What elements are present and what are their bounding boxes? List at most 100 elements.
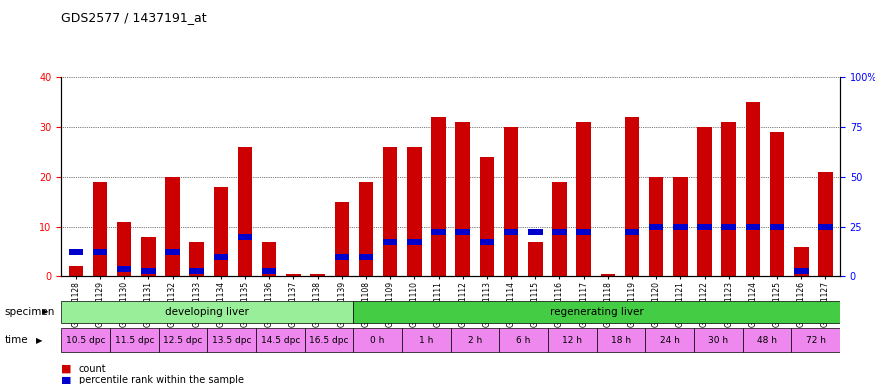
Bar: [577, 122, 591, 276]
Bar: [117, 266, 131, 272]
Bar: [722, 223, 736, 230]
Bar: [359, 253, 374, 260]
Bar: [334, 253, 349, 260]
Text: 14.5 dpc: 14.5 dpc: [261, 336, 300, 345]
Bar: [214, 253, 228, 260]
Bar: [697, 223, 712, 230]
Bar: [262, 242, 276, 276]
FancyBboxPatch shape: [402, 328, 451, 352]
Text: 6 h: 6 h: [516, 336, 531, 345]
FancyBboxPatch shape: [158, 328, 207, 352]
Bar: [93, 248, 108, 255]
Text: 2 h: 2 h: [468, 336, 482, 345]
Bar: [165, 248, 179, 255]
Bar: [286, 274, 301, 276]
Bar: [649, 177, 663, 276]
Text: percentile rank within the sample: percentile rank within the sample: [79, 375, 244, 384]
FancyBboxPatch shape: [207, 328, 256, 352]
Text: regenerating liver: regenerating liver: [550, 307, 643, 317]
Bar: [480, 157, 494, 276]
Bar: [334, 202, 349, 276]
Text: count: count: [79, 364, 107, 374]
Bar: [528, 228, 542, 235]
Bar: [722, 122, 736, 276]
Bar: [456, 228, 470, 235]
FancyBboxPatch shape: [791, 328, 840, 352]
Bar: [794, 247, 808, 276]
FancyBboxPatch shape: [451, 328, 500, 352]
Bar: [818, 223, 833, 230]
FancyBboxPatch shape: [646, 328, 694, 352]
Bar: [528, 242, 542, 276]
Bar: [625, 117, 640, 276]
Text: 24 h: 24 h: [660, 336, 680, 345]
Bar: [746, 223, 760, 230]
Text: ▶: ▶: [42, 308, 48, 316]
FancyBboxPatch shape: [256, 328, 304, 352]
Bar: [383, 147, 397, 276]
Bar: [407, 147, 422, 276]
Bar: [189, 242, 204, 276]
Text: 11.5 dpc: 11.5 dpc: [115, 336, 154, 345]
FancyBboxPatch shape: [500, 328, 548, 352]
FancyBboxPatch shape: [597, 328, 646, 352]
Bar: [504, 127, 518, 276]
Bar: [770, 223, 784, 230]
Text: GDS2577 / 1437191_at: GDS2577 / 1437191_at: [61, 12, 206, 25]
Bar: [117, 222, 131, 276]
Text: ■: ■: [61, 364, 72, 374]
FancyBboxPatch shape: [548, 328, 597, 352]
FancyBboxPatch shape: [694, 328, 743, 352]
Text: 16.5 dpc: 16.5 dpc: [309, 336, 349, 345]
Text: 18 h: 18 h: [611, 336, 631, 345]
Text: ▶: ▶: [36, 336, 42, 345]
Bar: [311, 274, 325, 276]
Bar: [746, 102, 760, 276]
Bar: [480, 238, 494, 245]
FancyBboxPatch shape: [354, 301, 840, 323]
Bar: [189, 268, 204, 275]
Text: 12 h: 12 h: [563, 336, 582, 345]
Bar: [238, 147, 252, 276]
Bar: [673, 177, 688, 276]
Bar: [431, 228, 445, 235]
Bar: [504, 228, 518, 235]
Bar: [262, 268, 276, 275]
Text: 0 h: 0 h: [370, 336, 385, 345]
Bar: [68, 266, 83, 276]
Bar: [649, 223, 663, 230]
Bar: [818, 172, 833, 276]
Bar: [456, 122, 470, 276]
Bar: [770, 132, 784, 276]
FancyBboxPatch shape: [61, 328, 110, 352]
Bar: [673, 223, 688, 230]
Text: 1 h: 1 h: [419, 336, 433, 345]
Bar: [359, 182, 374, 276]
Bar: [697, 127, 712, 276]
FancyBboxPatch shape: [304, 328, 354, 352]
Bar: [383, 238, 397, 245]
Bar: [600, 274, 615, 276]
Text: developing liver: developing liver: [165, 307, 249, 317]
Bar: [68, 248, 83, 255]
Bar: [214, 187, 228, 276]
FancyBboxPatch shape: [354, 328, 402, 352]
Bar: [238, 233, 252, 240]
Bar: [625, 228, 640, 235]
Bar: [552, 228, 567, 235]
Bar: [431, 117, 445, 276]
Text: ■: ■: [61, 375, 72, 384]
Text: 12.5 dpc: 12.5 dpc: [164, 336, 203, 345]
FancyBboxPatch shape: [110, 328, 158, 352]
FancyBboxPatch shape: [743, 328, 791, 352]
Text: 72 h: 72 h: [806, 336, 826, 345]
FancyBboxPatch shape: [61, 301, 354, 323]
Text: 48 h: 48 h: [757, 336, 777, 345]
Bar: [165, 177, 179, 276]
Bar: [93, 182, 108, 276]
Bar: [794, 268, 808, 275]
Bar: [552, 182, 567, 276]
Bar: [141, 237, 156, 276]
Bar: [141, 268, 156, 275]
Text: specimen: specimen: [4, 307, 55, 317]
